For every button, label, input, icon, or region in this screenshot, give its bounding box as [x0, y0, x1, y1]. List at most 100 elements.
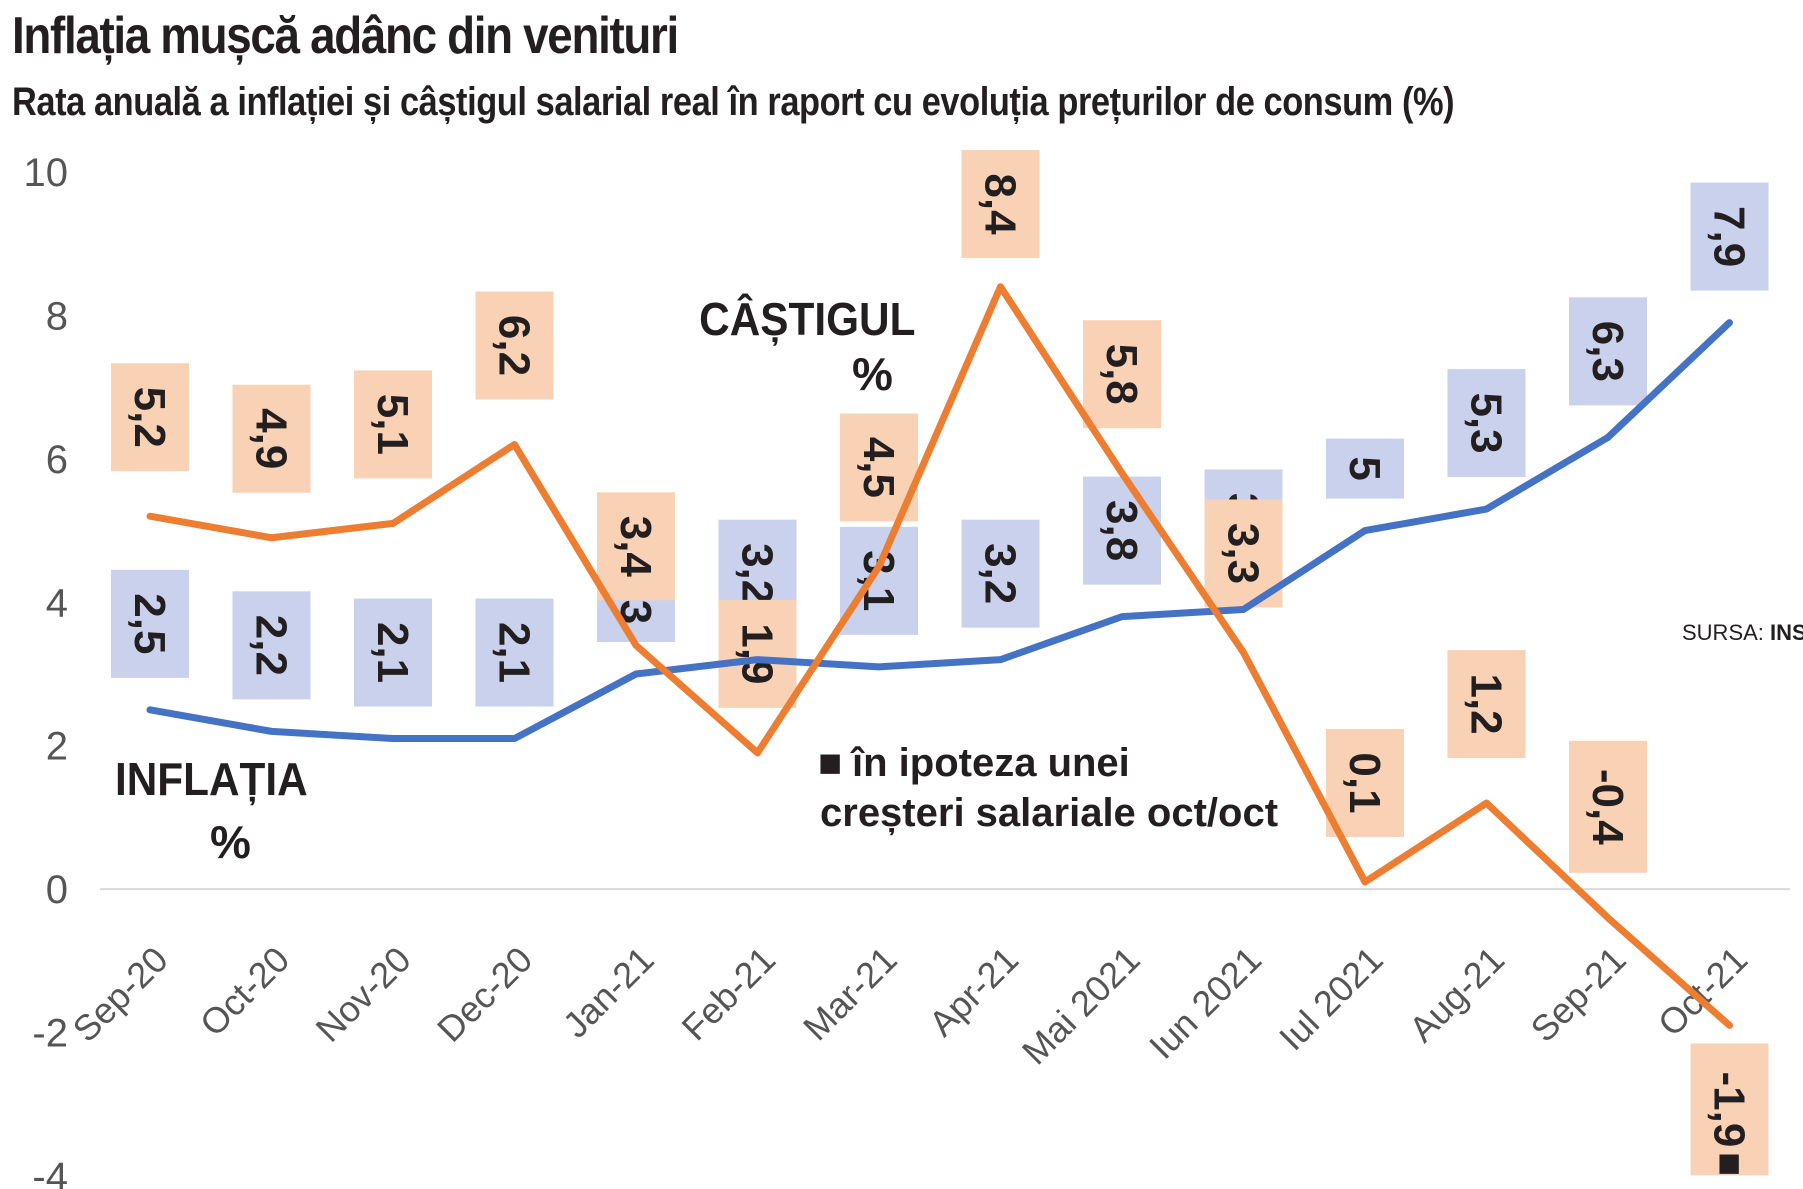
- chart-subtitle: Rata anuală a inflației și câștigul sala…: [12, 80, 1455, 124]
- y-tick-label: 10: [24, 151, 69, 195]
- y-tick-label: 0: [46, 868, 68, 912]
- x-tick-label: Oct-21: [1650, 939, 1755, 1044]
- data-label-text: 4,5: [854, 437, 903, 498]
- earnings-data-label: 5,2: [111, 363, 189, 472]
- data-label-text: 5: [1340, 456, 1389, 480]
- data-label-box: [475, 291, 554, 400]
- data-label-box: [354, 598, 432, 707]
- data-label-box: [1569, 297, 1647, 406]
- earnings-data-label: -0,4: [1569, 740, 1647, 873]
- earnings-point: [270, 536, 273, 540]
- earnings-data-label: 6,2: [475, 291, 554, 400]
- earnings-data-label: -1,9: [1690, 1043, 1769, 1176]
- inflation-point: [756, 658, 759, 662]
- y-tick-label: -4: [32, 1155, 68, 1189]
- earnings-data-label: 0,1: [1326, 728, 1404, 837]
- data-label-text: -1,9: [1705, 1071, 1754, 1147]
- x-tick-label: Jan-21: [555, 939, 662, 1046]
- data-label-text: 5,3: [1462, 392, 1511, 453]
- y-tick-label: 4: [46, 581, 68, 625]
- data-label-box: [597, 492, 675, 601]
- source-note: SURSA: INS: [1682, 620, 1803, 645]
- data-label-box: [840, 526, 918, 635]
- inflation-point: [999, 658, 1002, 662]
- inflation-point: [1363, 529, 1367, 533]
- data-label-text: 5,1: [368, 394, 417, 455]
- y-axis: -4 -2 0 2 4 6 8 10: [24, 151, 69, 1189]
- x-tick-label: Apr-21: [921, 939, 1026, 1044]
- final-point-marker: ■: [1717, 1141, 1741, 1185]
- earnings-point: [1242, 650, 1245, 654]
- earnings-data-label: 5,8: [1083, 320, 1161, 429]
- data-label-text: 7,9: [1705, 206, 1754, 267]
- data-label-text: 3,4: [611, 516, 660, 578]
- x-tick-label: Mar-21: [795, 939, 905, 1049]
- inflation-point: [513, 737, 516, 741]
- x-tick-label: Mai 2021: [1014, 939, 1148, 1073]
- y-tick-label: -2: [32, 1012, 68, 1056]
- inflation-point: [1728, 321, 1731, 325]
- data-label-text: 2,5: [125, 593, 174, 654]
- data-label-box: [111, 363, 189, 472]
- source-prefix: SURSA:: [1682, 620, 1770, 645]
- inflation-data-label: 6,3: [1569, 297, 1647, 406]
- data-label-boxes: 2,52,22,12,133,23,13,23,83,955,36,37,95,…: [111, 150, 1769, 1176]
- earnings-series-unit: %: [852, 348, 893, 400]
- data-label-text: 2,2: [247, 615, 296, 676]
- inflation-point: [1606, 435, 1610, 439]
- data-label-text: 5,8: [1097, 344, 1146, 405]
- earnings-point: [634, 643, 638, 647]
- data-label-box: [1690, 1043, 1769, 1176]
- data-label-box: [1447, 650, 1526, 759]
- x-tick-label: Iul 2021: [1271, 939, 1391, 1059]
- data-label-box: [1083, 476, 1161, 585]
- earnings-point: [391, 521, 395, 525]
- inflation-line: [146, 319, 1733, 743]
- earnings-point: [1606, 916, 1610, 920]
- inflation-data-label: 2,1: [354, 598, 432, 707]
- earnings-data-label: 1,9: [718, 599, 797, 708]
- data-label-box: [1326, 728, 1404, 837]
- data-label-text: 3,8: [1097, 500, 1146, 561]
- earnings-data-label: 3,4: [597, 492, 675, 601]
- earnings-data-label: 4,9: [232, 384, 311, 493]
- series-lines: [146, 283, 1733, 1029]
- x-tick-label: Aug-21: [1401, 939, 1512, 1050]
- data-label-box: [718, 599, 797, 708]
- inflation-point: [1120, 615, 1124, 619]
- earnings-point: [1728, 1023, 1731, 1027]
- data-label-box: [961, 150, 1040, 258]
- data-label-text: 3,2: [976, 543, 1025, 604]
- inflation-data-label: 2,5: [111, 569, 189, 678]
- x-axis: Sep-20 Oct-20 Nov-20 Dec-20 Jan-21 Feb-21 Mar-…: [65, 939, 1756, 1073]
- inflation-data-label: 3,2: [961, 519, 1040, 628]
- data-label-text: 8,4: [976, 173, 1025, 235]
- earnings-point: [1485, 801, 1488, 805]
- earnings-point: [148, 514, 152, 518]
- inflation-series-name: INFLAȚIA: [115, 754, 308, 805]
- x-tick-label: Iun 2021: [1141, 939, 1269, 1067]
- data-label-box: [961, 519, 1040, 628]
- inflation-series-unit: %: [210, 816, 251, 868]
- data-label-text: 3,2: [733, 543, 782, 604]
- data-label-box: [475, 598, 554, 707]
- earnings-point: [1120, 471, 1124, 475]
- data-label-box: [1083, 320, 1161, 429]
- data-label-text: 2,1: [368, 622, 417, 683]
- note-line-2: creșteri salariale oct/oct: [820, 791, 1278, 835]
- data-label-text: 6,2: [490, 315, 539, 376]
- data-label-box: [232, 384, 311, 493]
- x-tick-label: Nov-20: [308, 939, 419, 1050]
- data-label-text: 0,1: [1340, 752, 1389, 813]
- y-tick-label: 8: [46, 294, 68, 338]
- earnings-point: [513, 443, 516, 447]
- data-label-box: [1447, 369, 1526, 478]
- x-tick-label: Feb-21: [674, 939, 784, 1049]
- y-tick-label: 6: [46, 438, 68, 482]
- y-tick-label: 2: [46, 725, 68, 769]
- data-label-text: 3,3: [1219, 523, 1268, 584]
- inflation-point: [148, 708, 152, 712]
- inflation-point: [1242, 607, 1245, 611]
- data-label-box: [1569, 740, 1647, 873]
